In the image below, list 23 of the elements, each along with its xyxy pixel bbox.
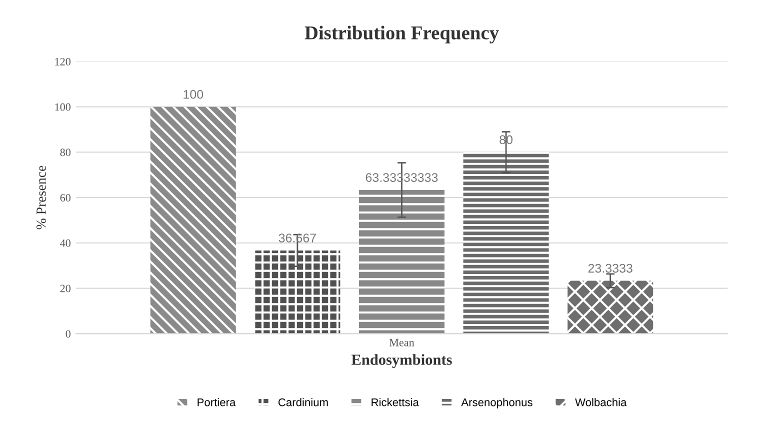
bar	[463, 152, 549, 334]
bar	[254, 250, 340, 334]
x-tick-label: Mean	[389, 338, 414, 346]
data-label: 100	[184, 90, 204, 99]
chart-title: Distribution Frequency	[304, 26, 499, 44]
y-axis-title: % Presence	[36, 166, 46, 230]
legend-label: Arsenophonus	[461, 398, 532, 408]
y-tick-label: 0	[66, 330, 71, 338]
legend-label: Rickettsia	[372, 398, 419, 406]
data-label: 23.3333	[588, 264, 632, 273]
y-tick-label: 40	[60, 239, 71, 247]
y-tick-label: 80	[60, 148, 71, 156]
x-axis-title: Endosymbionts	[351, 354, 452, 368]
legend-label: Wolbachia	[575, 398, 627, 406]
bar	[358, 190, 445, 334]
legend-label: Cardinium	[278, 398, 328, 406]
legend-label: Portiera	[198, 398, 236, 406]
y-tick-label: 20	[60, 284, 71, 292]
y-tick-label: 120	[55, 58, 71, 66]
bar	[568, 280, 654, 334]
bar	[150, 106, 236, 334]
y-tick-label: 100	[55, 103, 71, 111]
y-tick-label: 60	[60, 194, 71, 202]
